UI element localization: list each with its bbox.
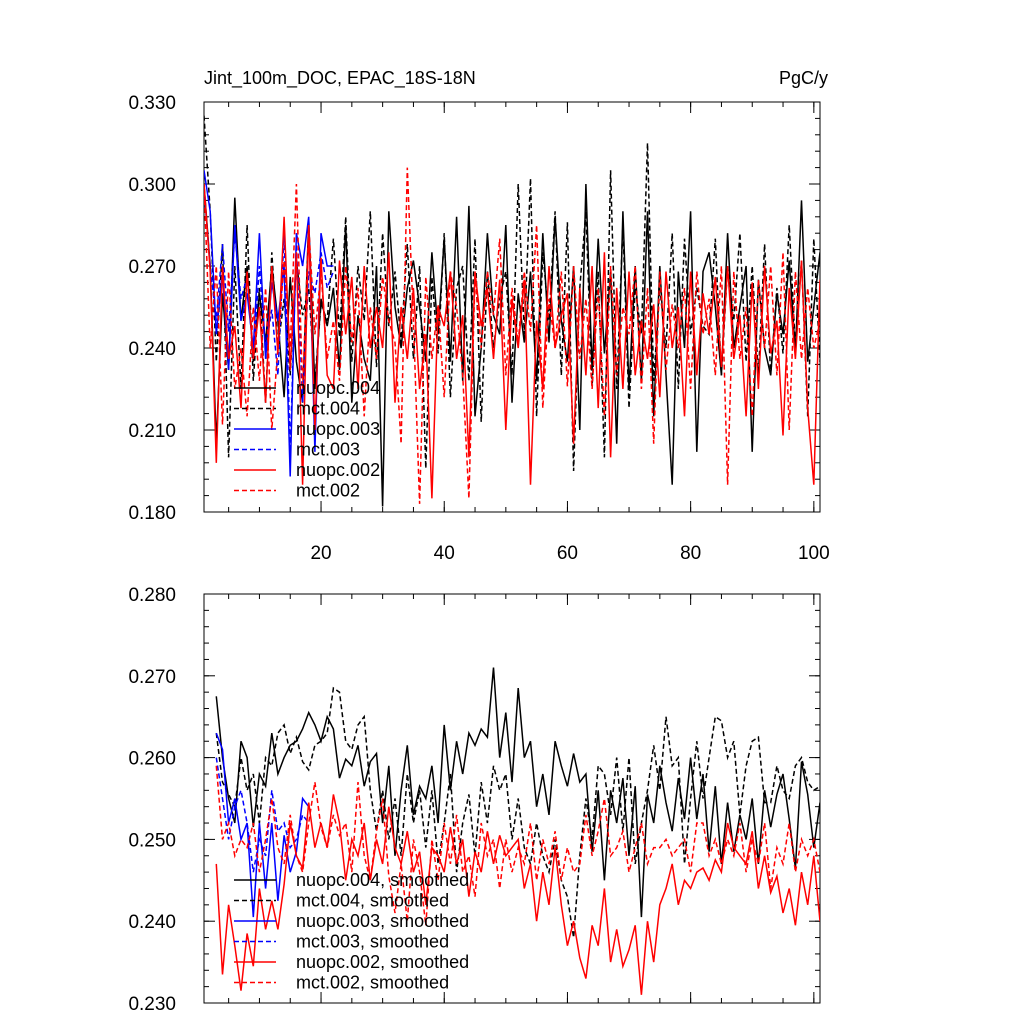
y-tick-label: 0.270	[128, 667, 176, 688]
legend-label: mct.002, smoothed	[296, 973, 449, 993]
legend-label: mct.003, smoothed	[296, 932, 449, 952]
legend-label: mct.003	[296, 440, 360, 460]
y-tick-label: 0.300	[128, 175, 176, 196]
plot-frame	[203, 593, 821, 1004]
y-tick-label: 0.330	[128, 93, 176, 114]
y-tick-label: 0.180	[128, 503, 176, 524]
legend-label: mct.002	[296, 481, 360, 501]
y-tick-label: 0.250	[128, 830, 176, 851]
series-line	[204, 167, 820, 504]
series-line	[215, 732, 310, 918]
legend-label: mct.004, smoothed	[296, 891, 449, 911]
y-tick-label: 0.260	[128, 749, 176, 770]
y-tick-label: 0.280	[128, 585, 176, 606]
y-tick-label: 0.240	[128, 339, 176, 360]
y-tick-label: 0.210	[128, 421, 176, 442]
y-tick-label: 0.240	[128, 912, 176, 933]
y-tick-label: 0.270	[128, 257, 176, 278]
top-plot: 0.180 0.210 0.240 0.270 0.300 0.330 20 40 60 80 10…	[128, 93, 829, 564]
x-tick-label: 40	[434, 543, 455, 564]
series-line	[215, 757, 310, 873]
legend-label: nuopc.002, smoothed	[296, 952, 469, 972]
x-tick-label: 100	[798, 543, 830, 564]
legend-label: nuopc.002	[296, 460, 380, 480]
series-line	[215, 686, 820, 938]
legend-label: nuopc.003	[296, 419, 380, 439]
series-line	[215, 667, 820, 918]
y-tick-label: 0.230	[128, 994, 176, 1015]
chart-title: Jint_100m_DOC, EPAC_18S-18N	[204, 68, 476, 89]
legend-label: nuopc.004, smoothed	[296, 870, 469, 890]
bottom-plot: 0.230 0.240 0.250 0.260 0.270 0.280 nuopc.004,…	[128, 585, 821, 1015]
x-tick-label: 60	[557, 543, 578, 564]
legend-label: nuopc.004	[296, 378, 380, 398]
legend-label: nuopc.003, smoothed	[296, 911, 469, 931]
units-label: PgC/y	[779, 68, 828, 88]
x-tick-label: 80	[680, 543, 701, 564]
x-tick-label: 20	[310, 543, 331, 564]
plot-frame	[203, 101, 821, 513]
series-line	[215, 765, 820, 926]
legend-label: mct.004	[296, 399, 360, 419]
